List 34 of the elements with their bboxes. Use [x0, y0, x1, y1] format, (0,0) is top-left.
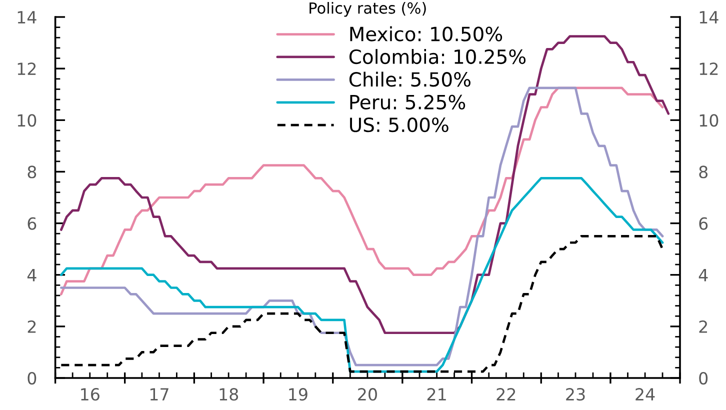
- y2-tick-label: 8: [699, 166, 708, 178]
- y2-tick-label: 6: [699, 217, 708, 230]
- x-tick-label: 20: [358, 388, 377, 401]
- legend-label: US: 5.00%: [350, 117, 448, 132]
- y2-tick-label: 4: [698, 269, 708, 282]
- y2-tick-label: 2: [699, 320, 707, 333]
- y2-tick-label: 0: [699, 372, 708, 385]
- y2-tick-label: 10: [700, 114, 718, 127]
- y-tick-label: 2: [28, 320, 36, 333]
- y-tick-label: 12: [18, 62, 36, 75]
- x-tick-label: 22: [496, 388, 516, 400]
- chart-title: Policy rates (%): [310, 2, 426, 17]
- line-series: [60, 86, 664, 296]
- x-tick-label: 24: [636, 388, 655, 400]
- line-series: [60, 176, 664, 373]
- x-tick-label: 16: [81, 388, 100, 401]
- legend-label: Mexico: 10.50%: [350, 26, 502, 42]
- x-tick-label: 23: [566, 388, 585, 401]
- y-tick-label: 0: [28, 372, 36, 385]
- x-tick-label: 18: [220, 388, 238, 401]
- x-tick-label: 17: [150, 388, 168, 400]
- legend-label: Chile: 5.50%: [349, 72, 470, 87]
- y2-tick-label: 12: [700, 62, 718, 75]
- line-series: [60, 86, 664, 366]
- y-tick-label: 10: [18, 114, 36, 127]
- x-tick-label: 19: [289, 388, 308, 401]
- legend-label: Colombia: 10.25%: [349, 49, 526, 64]
- x-tick-label: 21: [427, 388, 446, 400]
- y-tick-label: 4: [27, 269, 36, 282]
- y-tick-label: 6: [28, 217, 36, 230]
- legend-label: Peru: 5.25%: [350, 94, 466, 110]
- y-tick-label: 8: [28, 166, 36, 178]
- y-tick-label: 14: [18, 11, 36, 24]
- y2-tick-label: 14: [700, 11, 718, 24]
